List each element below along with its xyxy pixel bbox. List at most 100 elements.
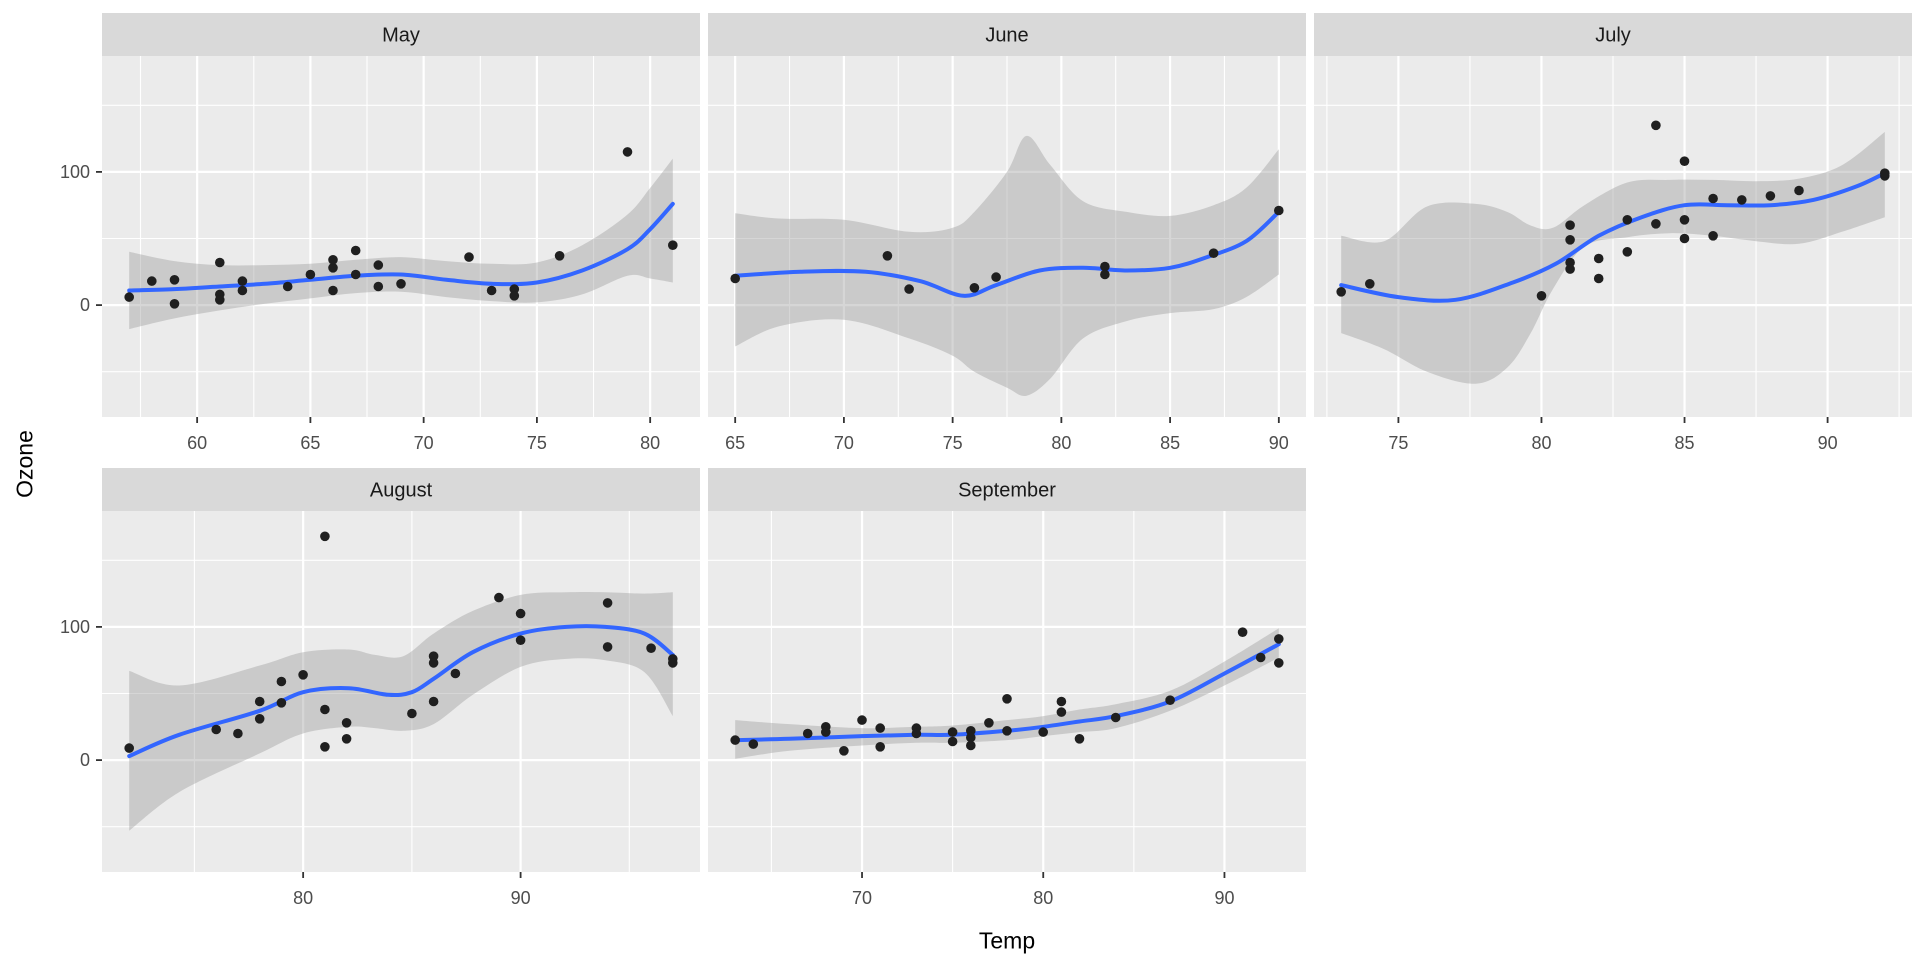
data-point [233,728,243,739]
data-point [450,668,461,679]
data-point [407,708,417,719]
points-layer [730,205,1284,294]
data-point [1336,287,1346,297]
facet-strip-label: June [985,25,1028,47]
x-tick-label: 80 [640,433,660,453]
facet-may: 60 65 70 75 80 100 0 May [60,13,700,453]
facet-june: 65 70 75 80 85 90 June [708,13,1306,453]
panel-background [102,56,700,417]
y-tick-label: 100 [60,162,90,182]
data-point [341,718,352,728]
confidence-band [735,135,1279,396]
data-point [320,704,330,715]
x-tick-label: 80 [1033,888,1053,908]
x-tick-label: 90 [1214,888,1234,908]
data-point [124,292,134,302]
data-point [875,723,885,733]
data-point [282,281,293,292]
data-point [215,257,225,268]
data-point [904,284,914,294]
data-point [1708,193,1718,204]
data-point [237,285,248,296]
data-point [1536,291,1547,301]
data-point [1679,215,1690,225]
data-point [1110,712,1121,723]
data-point [730,735,740,745]
smooth-line [733,209,1281,298]
data-point [966,726,976,736]
gridlines [1314,56,1912,417]
data-point [839,746,849,756]
y-tick-label: 0 [80,295,90,315]
data-point [730,273,740,284]
smooth-line [127,624,675,759]
data-point [984,718,994,728]
x-tick-label: 75 [1388,433,1408,453]
data-point [1651,219,1661,229]
data-point [1002,694,1012,704]
data-point [124,743,134,753]
x-tick-label: 60 [187,433,207,453]
data-point [554,251,565,261]
data-point [857,715,867,725]
data-point [1255,652,1266,663]
data-point [396,279,406,289]
facet-august: 80 90 100 0 August [60,468,700,908]
data-point [991,272,1001,282]
data-point [646,643,656,653]
data-point [341,734,352,744]
gridlines [102,56,700,417]
x-tick-label: 90 [1818,433,1838,453]
data-point [211,724,221,735]
facet-strip-label: May [382,25,420,47]
points-layer [1336,120,1890,301]
x-tick-label: 75 [527,433,547,453]
x-tick-label: 75 [943,433,963,453]
data-point [276,698,287,708]
data-point [1056,707,1067,717]
x-tick-label: 90 [511,888,531,908]
data-point [509,291,520,301]
data-point [254,714,265,724]
points-layer [124,531,678,753]
data-point [1565,235,1575,245]
y-tick-label: 100 [60,617,90,637]
x-tick-label: 65 [725,433,745,453]
data-point [215,295,225,305]
data-point [602,598,613,608]
data-point [237,276,248,286]
facet-strip [708,468,1306,511]
data-point [1565,220,1575,230]
x-tick-label: 80 [1051,433,1071,453]
x-axis-title: Temp [978,927,1036,954]
data-point [1365,279,1375,289]
data-point [1622,247,1633,257]
data-point [1208,248,1219,258]
x-tick-label: 90 [1269,433,1289,453]
x-tick-label: 70 [414,433,434,453]
data-point [328,254,338,265]
data-point [1165,695,1175,705]
data-point [428,696,439,707]
data-point [276,676,287,687]
gridlines [708,56,1306,417]
data-point [969,283,980,293]
data-point [254,696,265,707]
gridlines [708,511,1306,872]
data-point [947,727,958,737]
y-axis-title: Ozone [11,430,38,498]
facet-strip-label: September [958,480,1056,502]
data-point [486,285,497,296]
data-point [147,276,157,286]
facet-strip-label: July [1595,25,1631,47]
data-point [428,651,439,661]
data-point [1100,261,1110,272]
data-point [622,147,633,157]
data-point [748,739,759,749]
facet-september: 70 80 90 September [708,468,1306,908]
data-point [169,299,180,309]
data-point [373,281,384,292]
data-point [668,658,678,668]
data-point [668,240,678,250]
